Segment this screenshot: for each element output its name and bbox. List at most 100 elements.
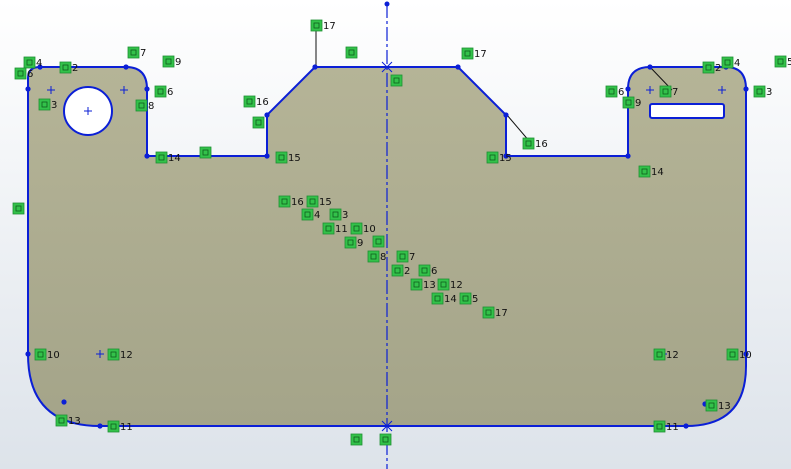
relation-tag[interactable]: 17 <box>482 306 508 319</box>
relation-icon[interactable] <box>482 306 495 319</box>
relation-icon[interactable] <box>774 55 787 68</box>
relation-tag[interactable]: 4 <box>23 56 42 69</box>
relation-tag[interactable]: 11 <box>322 222 348 235</box>
relation-icon[interactable] <box>372 235 385 248</box>
sketch-point[interactable] <box>503 153 509 159</box>
relation-tag[interactable]: 15 <box>275 151 301 164</box>
relation-tag[interactable] <box>379 433 392 446</box>
relation-tag[interactable]: 12 <box>653 348 679 361</box>
relation-icon[interactable] <box>23 56 36 69</box>
relation-icon[interactable] <box>154 85 167 98</box>
relation-tag[interactable]: 5 <box>459 292 478 305</box>
relation-icon[interactable] <box>243 95 256 108</box>
relation-tag[interactable]: 9 <box>344 236 363 249</box>
relation-tag[interactable]: 3 <box>38 98 57 111</box>
relation-icon[interactable] <box>107 420 120 433</box>
relation-tag[interactable]: 14 <box>431 292 457 305</box>
relation-tag[interactable]: 8 <box>135 99 154 112</box>
relation-tag[interactable]: 15 <box>306 195 332 208</box>
relation-tag[interactable]: 13 <box>410 278 436 291</box>
relation-tag[interactable]: 6 <box>605 85 624 98</box>
sketch-point[interactable] <box>503 112 509 118</box>
centerline-endpoint[interactable] <box>384 1 390 7</box>
relation-icon[interactable] <box>301 208 314 221</box>
relation-tag[interactable] <box>372 235 385 248</box>
relation-tag[interactable]: 15 <box>486 151 512 164</box>
relation-icon[interactable] <box>252 116 265 129</box>
relation-icon[interactable] <box>55 414 68 427</box>
relation-icon[interactable] <box>638 165 651 178</box>
relation-tag[interactable] <box>12 202 25 215</box>
relation-tag[interactable]: 2 <box>59 61 78 74</box>
sketch-point[interactable] <box>647 64 653 70</box>
relation-icon[interactable] <box>12 202 25 215</box>
sketch-point[interactable] <box>264 153 270 159</box>
relation-tag[interactable]: 3 <box>753 85 772 98</box>
relation-icon[interactable] <box>726 348 739 361</box>
sketch-point[interactable] <box>264 112 270 118</box>
relation-tag[interactable] <box>350 433 363 446</box>
relation-icon[interactable] <box>155 151 168 164</box>
relation-tag[interactable]: 6 <box>154 85 173 98</box>
sketch-point[interactable] <box>25 86 31 92</box>
relation-icon[interactable] <box>59 61 72 74</box>
relation-tag[interactable]: 14 <box>155 151 181 164</box>
relation-tag[interactable]: 13 <box>55 414 81 427</box>
relation-tag[interactable] <box>345 46 358 59</box>
relation-icon[interactable] <box>127 46 140 59</box>
relation-icon[interactable] <box>702 61 715 74</box>
relation-tag[interactable]: 9 <box>162 55 181 68</box>
relation-tag[interactable]: 17 <box>310 19 336 32</box>
slot[interactable] <box>649 103 725 119</box>
relation-tag[interactable]: 12 <box>437 278 463 291</box>
sketch-points[interactable] <box>25 64 749 429</box>
relation-tag[interactable]: 13 <box>705 399 731 412</box>
sketch-point[interactable] <box>312 64 318 70</box>
sketch-point[interactable] <box>37 64 43 70</box>
sketch-point[interactable] <box>743 351 749 357</box>
relation-icon[interactable] <box>350 222 363 235</box>
relation-tag[interactable]: 3 <box>329 208 348 221</box>
relation-tag[interactable] <box>252 116 265 129</box>
relation-icon[interactable] <box>605 85 618 98</box>
relation-icon[interactable] <box>379 433 392 446</box>
relation-tag[interactable]: 4 <box>301 208 320 221</box>
sketch-point[interactable] <box>625 86 631 92</box>
relation-icon[interactable] <box>135 99 148 112</box>
relation-icon[interactable] <box>38 98 51 111</box>
relation-icon[interactable] <box>396 250 409 263</box>
relation-icon[interactable] <box>350 433 363 446</box>
relation-tag[interactable]: 6 <box>418 264 437 277</box>
relation-tag[interactable]: 10 <box>34 348 60 361</box>
relation-icon[interactable] <box>34 348 47 361</box>
relation-icon[interactable] <box>329 208 342 221</box>
relation-icon[interactable] <box>653 420 666 433</box>
relation-tag[interactable]: 7 <box>127 46 146 59</box>
relation-tag[interactable]: 12 <box>107 348 133 361</box>
relation-icon[interactable] <box>431 292 444 305</box>
sketch-point[interactable] <box>123 64 129 70</box>
relation-icon[interactable] <box>522 137 535 150</box>
relation-tag[interactable]: 7 <box>659 85 678 98</box>
relation-tag[interactable]: 2 <box>391 264 410 277</box>
relation-icon[interactable] <box>437 278 450 291</box>
relation-icon[interactable] <box>705 399 718 412</box>
relation-icon[interactable] <box>310 19 323 32</box>
sketch-point[interactable] <box>625 153 631 159</box>
relation-tag[interactable]: 10 <box>726 348 752 361</box>
sketch-point[interactable] <box>455 64 461 70</box>
sketch-point[interactable] <box>144 153 150 159</box>
relation-tag[interactable]: 5 <box>774 55 791 68</box>
relation-tag[interactable]: 9 <box>622 96 641 109</box>
sketch-point[interactable] <box>683 423 689 429</box>
relation-tag[interactable]: 11 <box>653 420 679 433</box>
relation-icon[interactable] <box>306 195 319 208</box>
relation-tag[interactable]: 10 <box>350 222 376 235</box>
relation-icon[interactable] <box>461 47 474 60</box>
relation-icon[interactable] <box>410 278 423 291</box>
sketch-point[interactable] <box>25 351 31 357</box>
relation-icon[interactable] <box>622 96 635 109</box>
relation-tag[interactable]: 16 <box>243 95 269 108</box>
relation-tag[interactable]: 16 <box>278 195 304 208</box>
